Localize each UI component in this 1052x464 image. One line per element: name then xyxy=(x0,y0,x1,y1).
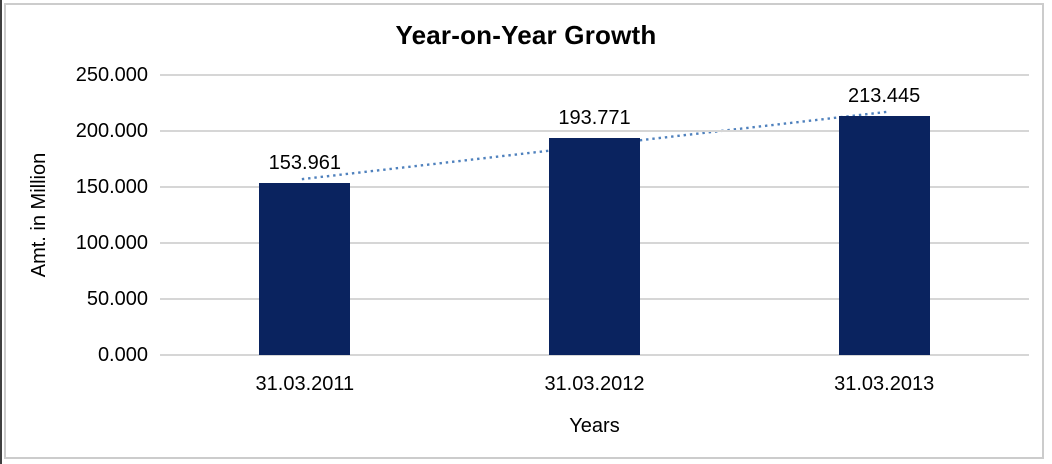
y-tick-label: 250.000 xyxy=(75,64,148,86)
chart-title: Year-on-Year Growth xyxy=(395,20,657,50)
y-tick-label: 100.000 xyxy=(75,232,148,254)
x-tick-label: 31.03.2011 xyxy=(255,373,355,395)
y-tick-label: 200.000 xyxy=(75,120,148,142)
gridline xyxy=(160,354,1029,356)
bar-31.03.2011 xyxy=(259,182,351,355)
gridline xyxy=(160,74,1029,76)
x-tick-label: 31.03.2013 xyxy=(834,373,935,395)
gridline xyxy=(160,130,1029,132)
y-tick-label: 50.000 xyxy=(86,288,148,310)
x-tick-label: 31.03.2012 xyxy=(544,373,645,395)
bar-31.03.2012 xyxy=(549,137,640,355)
bar-31.03.2013 xyxy=(838,115,930,355)
bar-data-label: 213.445 xyxy=(848,84,921,107)
y-tick-label: 150.000 xyxy=(75,176,148,198)
bar-data-label: 193.771 xyxy=(558,106,631,129)
y-tick-label: 0.000 xyxy=(97,344,148,366)
x-axis-title: Years xyxy=(569,415,620,437)
y-axis-title: Amt. in Million xyxy=(28,152,50,278)
bar-data-label: 153.961 xyxy=(268,151,341,174)
canvas-left-edge xyxy=(0,0,2,464)
